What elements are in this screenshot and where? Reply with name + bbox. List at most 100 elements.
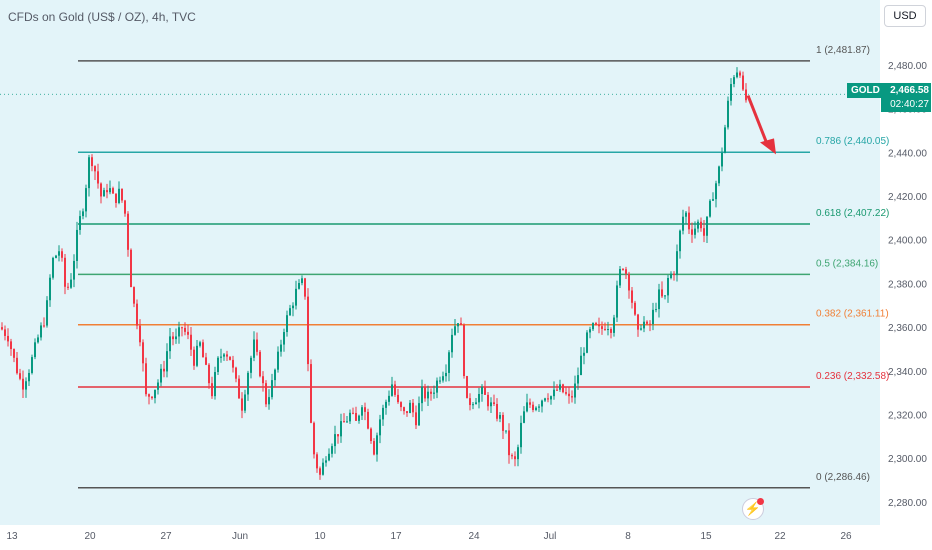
candle-body bbox=[403, 407, 405, 412]
candle-body bbox=[1, 327, 3, 330]
candle-body bbox=[226, 354, 228, 357]
candle-body bbox=[277, 351, 279, 370]
bar-countdown: 02:40:27 bbox=[881, 98, 931, 112]
candle-body bbox=[343, 421, 345, 423]
candle-body bbox=[124, 200, 126, 214]
candle-body bbox=[610, 329, 612, 333]
candle-body bbox=[514, 456, 516, 460]
candle-body bbox=[238, 378, 240, 399]
candle-body bbox=[7, 335, 9, 342]
candle-body bbox=[10, 341, 12, 350]
candle-body bbox=[391, 384, 393, 396]
candle-body bbox=[181, 327, 183, 329]
time-tick-label: 13 bbox=[6, 531, 18, 542]
candle-body bbox=[604, 328, 606, 330]
candle-body bbox=[142, 342, 144, 364]
candle-body bbox=[304, 278, 306, 297]
candle-body bbox=[295, 288, 297, 306]
candle-body bbox=[88, 157, 90, 189]
candle-body bbox=[496, 403, 498, 419]
chart-title: CFDs on Gold (US$ / OZ), 4h, TVC bbox=[8, 10, 196, 24]
candle-body bbox=[133, 287, 135, 304]
candle-body bbox=[532, 404, 534, 411]
fib-level-label: 0.236 (2,332.58) bbox=[816, 371, 889, 382]
candle-body bbox=[85, 188, 87, 212]
candle-body bbox=[91, 157, 93, 167]
candle-body bbox=[322, 462, 324, 475]
candle-body bbox=[286, 315, 288, 333]
price-tick-label: 2,420.00 bbox=[888, 192, 927, 203]
candle-body bbox=[721, 152, 723, 167]
candle-body bbox=[598, 324, 600, 327]
price-tick-label: 2,360.00 bbox=[888, 323, 927, 334]
candle-body bbox=[49, 277, 51, 301]
time-tick-label: 10 bbox=[314, 531, 326, 542]
candle-body bbox=[97, 171, 99, 184]
candle-body bbox=[511, 455, 513, 457]
projection-arrowhead bbox=[760, 138, 776, 155]
candle-body bbox=[220, 356, 222, 358]
candle-body bbox=[583, 352, 585, 356]
candle-body bbox=[235, 367, 237, 379]
candle-body bbox=[601, 326, 603, 329]
candle-body bbox=[55, 255, 57, 258]
candle-body bbox=[241, 398, 243, 411]
candle-body bbox=[619, 269, 621, 286]
candle-body bbox=[688, 212, 690, 230]
candle-body bbox=[589, 329, 591, 333]
candle-body bbox=[460, 323, 462, 326]
candle-body bbox=[193, 349, 195, 366]
candle-body bbox=[685, 212, 687, 217]
candle-body bbox=[535, 407, 537, 411]
fib-level-label: 0.618 (2,407.22) bbox=[816, 208, 889, 219]
candle-body bbox=[79, 216, 81, 230]
time-tick-label: 26 bbox=[840, 531, 852, 542]
candle-body bbox=[190, 334, 192, 350]
candle-body bbox=[556, 389, 558, 391]
candle-body bbox=[478, 394, 480, 403]
candle-body bbox=[379, 419, 381, 436]
candle-body bbox=[349, 412, 351, 422]
price-tick-label: 2,320.00 bbox=[888, 411, 927, 422]
candle-body bbox=[442, 376, 444, 381]
candle-body bbox=[325, 460, 327, 463]
candle-body bbox=[454, 326, 456, 335]
candle-body bbox=[307, 296, 309, 365]
candle-body bbox=[667, 278, 669, 296]
currency-button[interactable]: USD bbox=[884, 5, 926, 27]
candle-body bbox=[700, 221, 702, 229]
candle-body bbox=[385, 401, 387, 408]
candle-body bbox=[625, 269, 627, 274]
candle-body bbox=[25, 381, 27, 390]
candle-body bbox=[211, 383, 213, 397]
candle-body bbox=[145, 363, 147, 395]
candle-body bbox=[202, 342, 204, 358]
candle-body bbox=[106, 190, 108, 193]
candle-body bbox=[118, 188, 120, 203]
price-tick-label: 2,280.00 bbox=[888, 498, 927, 509]
candle-body bbox=[466, 376, 468, 399]
candle-body bbox=[634, 302, 636, 315]
candle-body bbox=[652, 309, 654, 325]
candle-body bbox=[58, 251, 60, 256]
candle-body bbox=[595, 323, 597, 325]
candle-body bbox=[388, 395, 390, 402]
time-tick-label: 22 bbox=[774, 531, 786, 542]
candle-body bbox=[439, 380, 441, 382]
candle-body bbox=[160, 368, 162, 383]
candle-body bbox=[640, 328, 642, 330]
candle-body bbox=[37, 337, 39, 343]
candle-body bbox=[475, 402, 477, 405]
candle-body bbox=[502, 414, 504, 431]
candle-body bbox=[406, 411, 408, 413]
candle-body bbox=[718, 166, 720, 184]
candle-body bbox=[355, 412, 357, 421]
candle-body bbox=[256, 339, 258, 352]
candle-body bbox=[529, 402, 531, 405]
candle-body bbox=[352, 412, 354, 414]
candle-body bbox=[67, 286, 69, 288]
candle-body bbox=[154, 389, 156, 399]
candle-body bbox=[139, 325, 141, 343]
